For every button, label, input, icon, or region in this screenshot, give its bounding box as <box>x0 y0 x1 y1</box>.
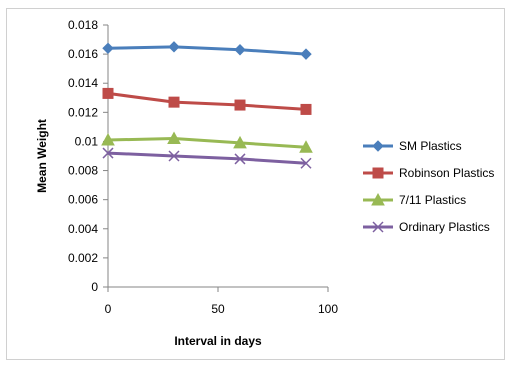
x-tick-label: 0 <box>105 302 112 316</box>
data-point <box>168 41 180 53</box>
x-axis-title: Interval in days <box>174 334 262 348</box>
legend-label: SM Plastics <box>399 139 462 153</box>
legend-entry: Ordinary Plastics <box>363 220 490 234</box>
x-tick-label: 100 <box>318 302 338 316</box>
series-line <box>107 137 307 149</box>
legend-marker <box>372 167 384 179</box>
y-tick-label: 0.006 <box>68 193 98 207</box>
data-point <box>167 131 181 145</box>
x-tick-label: 50 <box>211 302 225 316</box>
y-tick-label: 0.002 <box>68 251 98 265</box>
y-axis-title: Mean Weight <box>35 119 49 193</box>
series-2 <box>101 131 313 153</box>
y-tick-label: 0.014 <box>68 76 98 90</box>
data-point <box>234 44 246 56</box>
legend-entry: Robinson Plastics <box>363 166 494 180</box>
y-tick-label: 0.01 <box>75 134 99 148</box>
y-tick-label: 0.012 <box>68 105 98 119</box>
legend-marker <box>371 192 385 206</box>
chart-frame <box>6 8 505 360</box>
data-point <box>233 135 247 149</box>
data-point <box>299 140 313 153</box>
legend: SM Plastics Robinson Plastics 7/11 Plastic… <box>363 139 494 234</box>
series-layer <box>101 41 313 169</box>
y-tick-label: 0.004 <box>68 222 98 236</box>
axes: 0 0.002 0.004 0.006 0.008 0.01 0.012 0.014 0.016… <box>68 18 338 316</box>
data-point <box>300 157 312 169</box>
data-point <box>102 147 114 159</box>
legend-label: 7/11 Plastics <box>399 193 466 207</box>
series-3 <box>102 147 312 169</box>
series-1 <box>102 87 312 115</box>
series-line <box>107 45 307 56</box>
y-tick-label: 0.018 <box>68 18 98 32</box>
data-point <box>234 153 246 165</box>
data-point <box>300 103 312 115</box>
data-point <box>101 132 115 146</box>
legend-marker <box>372 140 384 152</box>
data-point <box>300 48 312 60</box>
y-tick-label: 0 <box>91 280 98 294</box>
y-tick-label: 0.016 <box>68 47 98 61</box>
series-line <box>107 91 307 111</box>
data-point <box>234 99 246 111</box>
y-tick-label: 0.008 <box>68 164 98 178</box>
data-point <box>102 42 114 54</box>
data-point <box>168 96 180 108</box>
series-0 <box>102 41 312 60</box>
legend-label: Ordinary Plastics <box>399 220 490 234</box>
legend-label: Robinson Plastics <box>399 166 494 180</box>
legend-entry: SM Plastics <box>363 139 462 153</box>
series-line <box>107 151 307 165</box>
data-point <box>102 87 114 99</box>
legend-entry: 7/11 Plastics <box>363 192 466 207</box>
legend-marker <box>372 221 384 233</box>
data-point <box>168 150 180 162</box>
